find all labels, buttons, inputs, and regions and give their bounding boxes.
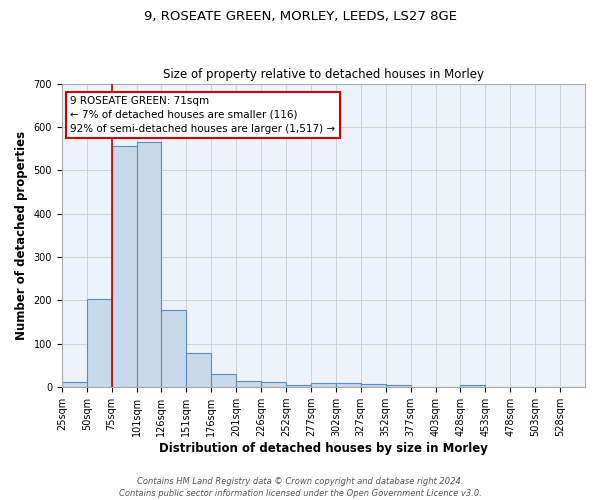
Bar xyxy=(137,142,161,387)
Bar xyxy=(286,384,311,387)
Text: 9 ROSEATE GREEN: 71sqm
← 7% of detached houses are smaller (116)
92% of semi-det: 9 ROSEATE GREEN: 71sqm ← 7% of detached … xyxy=(70,96,335,134)
Text: Contains HM Land Registry data © Crown copyright and database right 2024.
Contai: Contains HM Land Registry data © Crown c… xyxy=(119,476,481,498)
Bar xyxy=(261,382,286,387)
Bar xyxy=(112,146,137,387)
Bar xyxy=(211,374,236,387)
Bar xyxy=(62,382,86,387)
Bar xyxy=(386,386,410,387)
Bar xyxy=(460,385,485,387)
Bar xyxy=(187,352,211,387)
Bar xyxy=(86,298,112,387)
Bar xyxy=(336,383,361,387)
Bar xyxy=(361,384,386,387)
X-axis label: Distribution of detached houses by size in Morley: Distribution of detached houses by size … xyxy=(159,442,488,455)
Title: Size of property relative to detached houses in Morley: Size of property relative to detached ho… xyxy=(163,68,484,81)
Bar xyxy=(161,310,187,387)
Text: 9, ROSEATE GREEN, MORLEY, LEEDS, LS27 8GE: 9, ROSEATE GREEN, MORLEY, LEEDS, LS27 8G… xyxy=(143,10,457,23)
Bar xyxy=(236,380,261,387)
Bar xyxy=(311,383,336,387)
Y-axis label: Number of detached properties: Number of detached properties xyxy=(15,131,28,340)
